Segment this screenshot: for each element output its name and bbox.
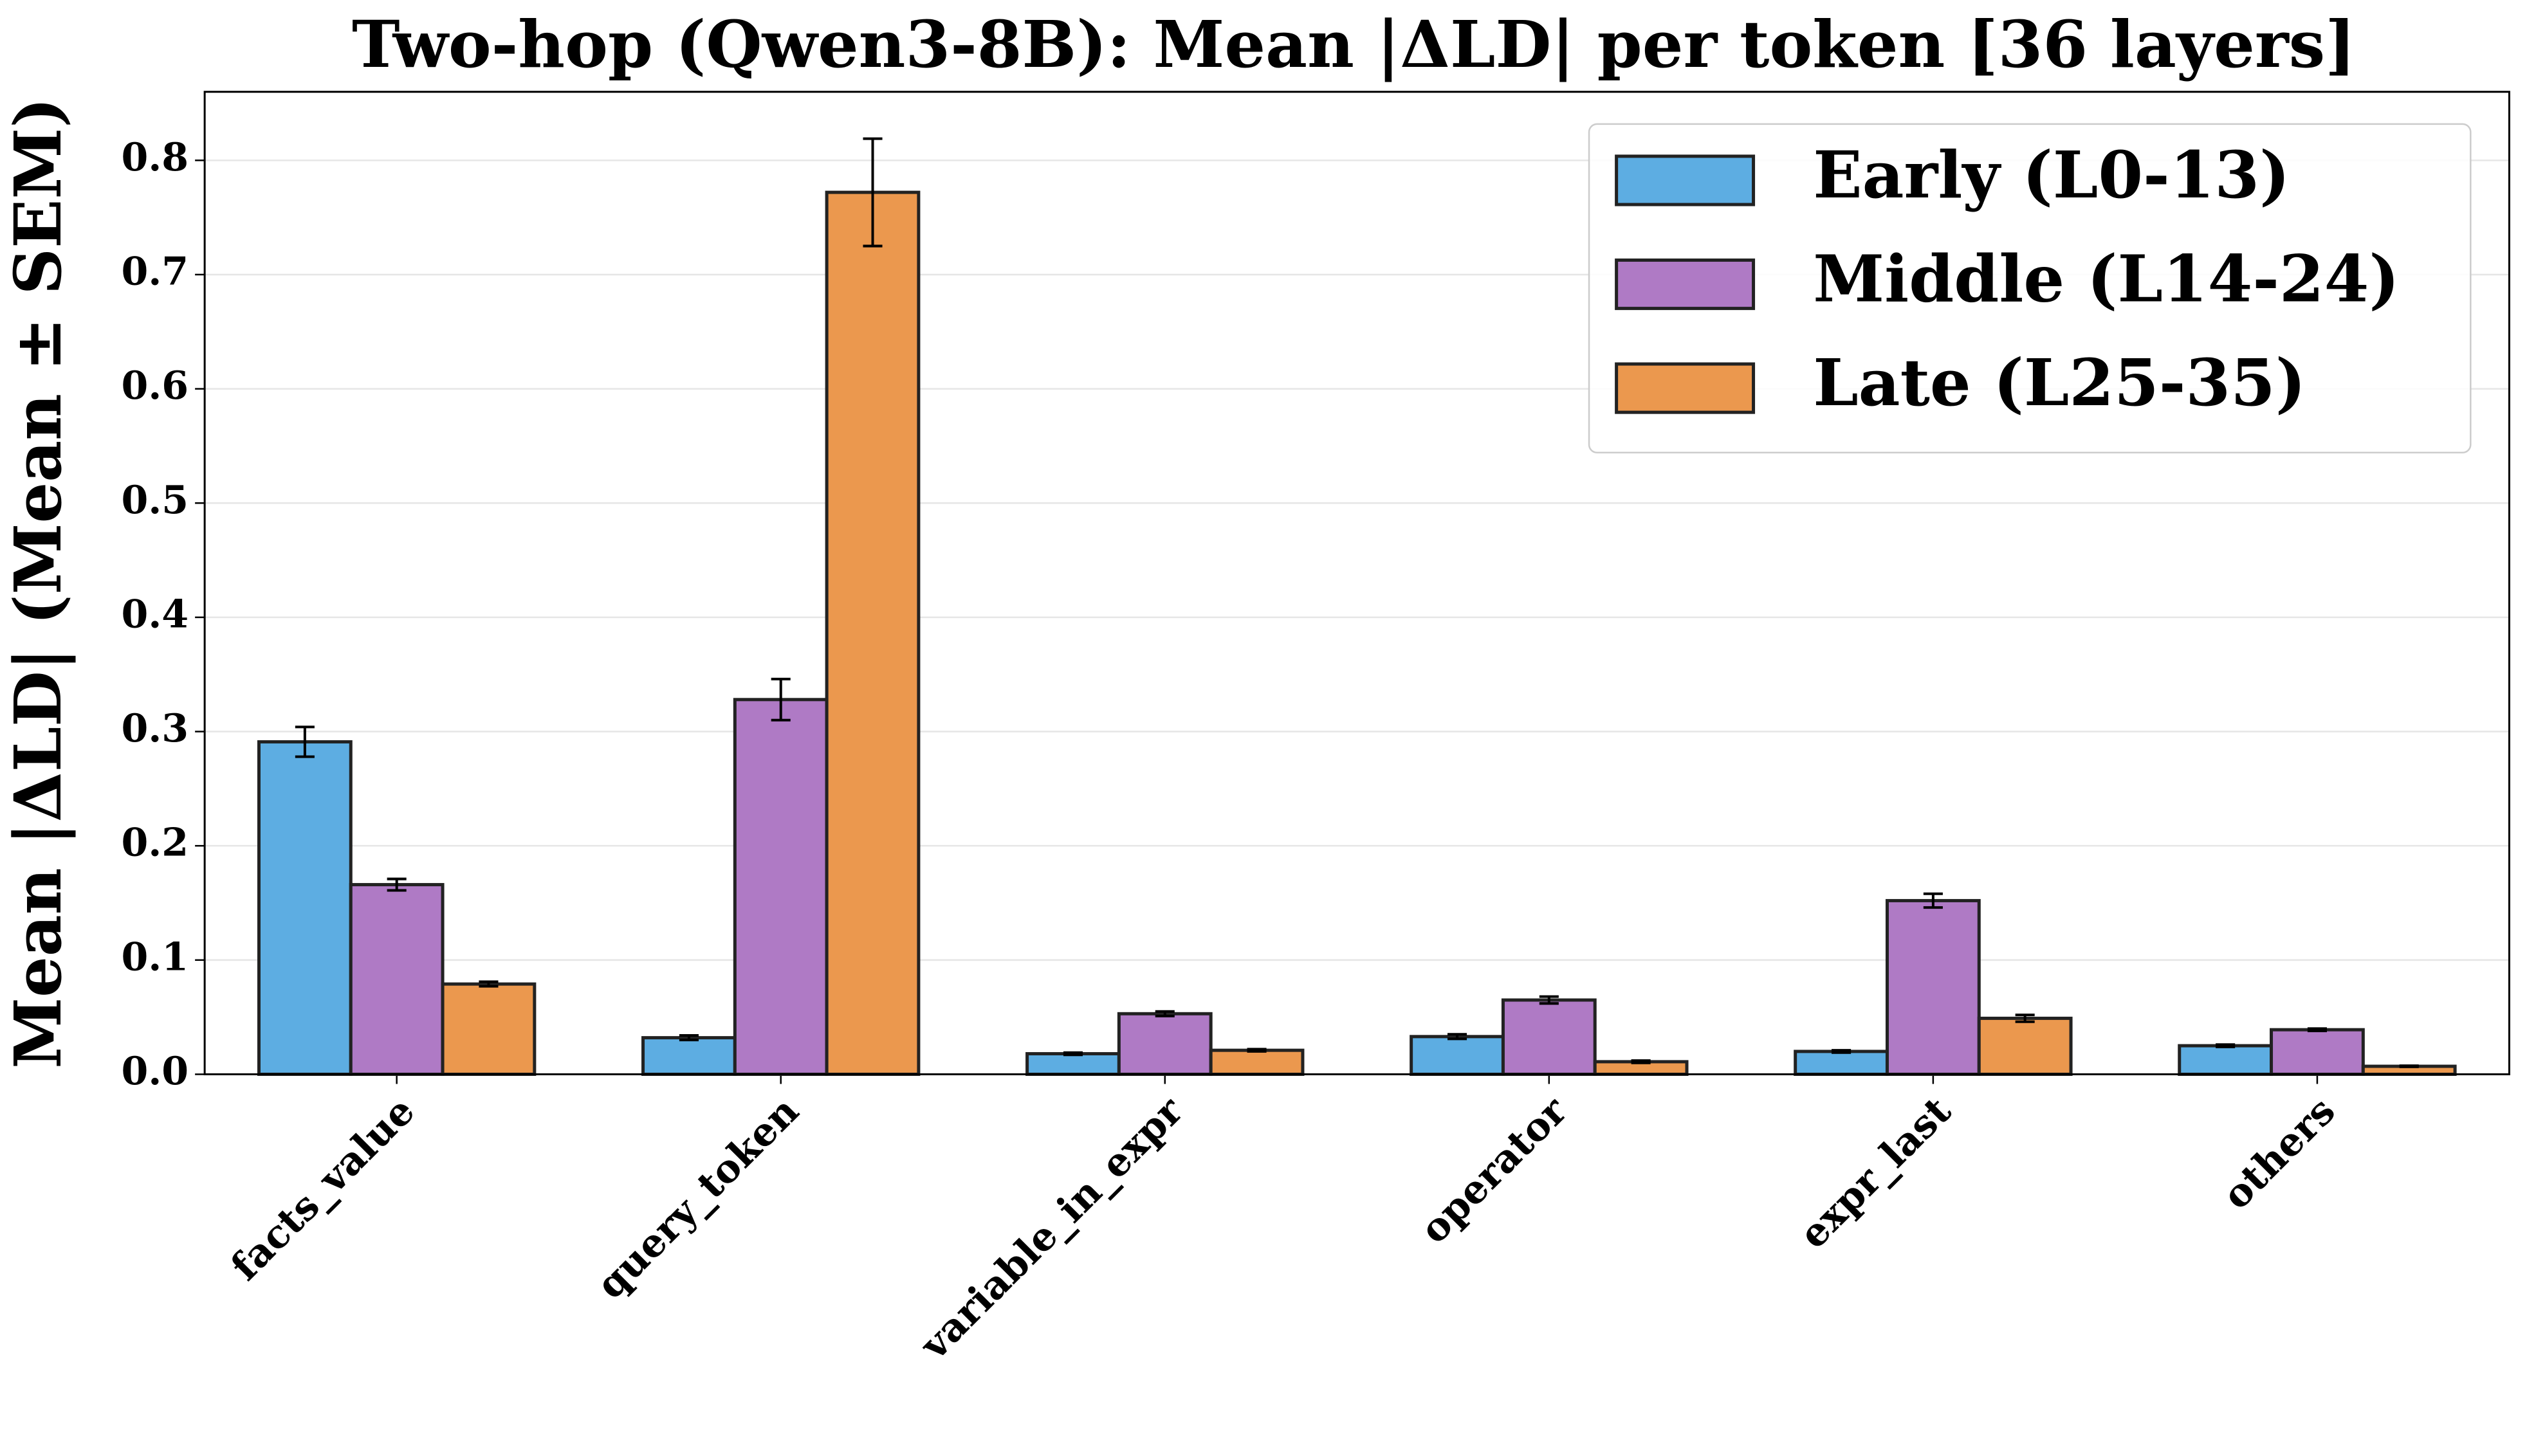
bar bbox=[2270, 1028, 2365, 1076]
bar bbox=[1885, 898, 1981, 1076]
legend-label: Middle (L14-24) bbox=[1813, 241, 2400, 317]
x-tick-label: others bbox=[2214, 1089, 2344, 1219]
y-tick-label: 0.8 bbox=[122, 135, 189, 180]
x-tick-label: facts_value bbox=[223, 1089, 423, 1289]
y-tick-label: 0.4 bbox=[122, 592, 189, 637]
bar bbox=[733, 698, 829, 1076]
bar bbox=[1209, 1048, 1305, 1076]
bar bbox=[257, 740, 353, 1076]
bar bbox=[1117, 1012, 1213, 1076]
x-tick-label: query_token bbox=[588, 1089, 807, 1308]
bar bbox=[441, 982, 537, 1076]
x-tick-label: variable_in_expr bbox=[911, 1088, 1192, 1369]
y-tick-label: 0.2 bbox=[122, 821, 189, 866]
plot-frame bbox=[203, 91, 2510, 1075]
y-tick-label: 0.5 bbox=[122, 478, 189, 523]
bar bbox=[2178, 1044, 2274, 1076]
x-tick-label: expr_last bbox=[1791, 1088, 1960, 1257]
y-tick-label: 0.0 bbox=[122, 1049, 189, 1094]
legend-swatch bbox=[1615, 362, 1756, 414]
y-axis-label: Mean |ΔLD| (Mean ± SEM) bbox=[0, 97, 77, 1068]
y-tick-label: 0.1 bbox=[122, 934, 189, 979]
bar bbox=[825, 190, 921, 1076]
bar bbox=[1977, 1016, 2073, 1076]
legend-swatch bbox=[1615, 258, 1756, 311]
y-tick-label: 0.7 bbox=[122, 249, 189, 294]
legend-swatch bbox=[1615, 154, 1756, 206]
legend-box bbox=[1588, 123, 2472, 453]
chart-title: Two-hop (Qwen3-8B): Mean |ΔLD| per token… bbox=[352, 6, 2355, 83]
bar bbox=[1025, 1051, 1121, 1076]
bar bbox=[349, 883, 445, 1076]
bar bbox=[1794, 1050, 1889, 1076]
legend-label: Late (L25-35) bbox=[1813, 345, 2306, 421]
y-tick-label: 0.3 bbox=[122, 706, 189, 751]
legend-label: Early (L0-13) bbox=[1813, 137, 2290, 213]
bar bbox=[1410, 1035, 1505, 1076]
x-tick-label: operator bbox=[1411, 1088, 1576, 1253]
bar bbox=[641, 1036, 737, 1076]
y-tick-label: 0.6 bbox=[122, 363, 189, 408]
bar bbox=[1501, 998, 1597, 1076]
